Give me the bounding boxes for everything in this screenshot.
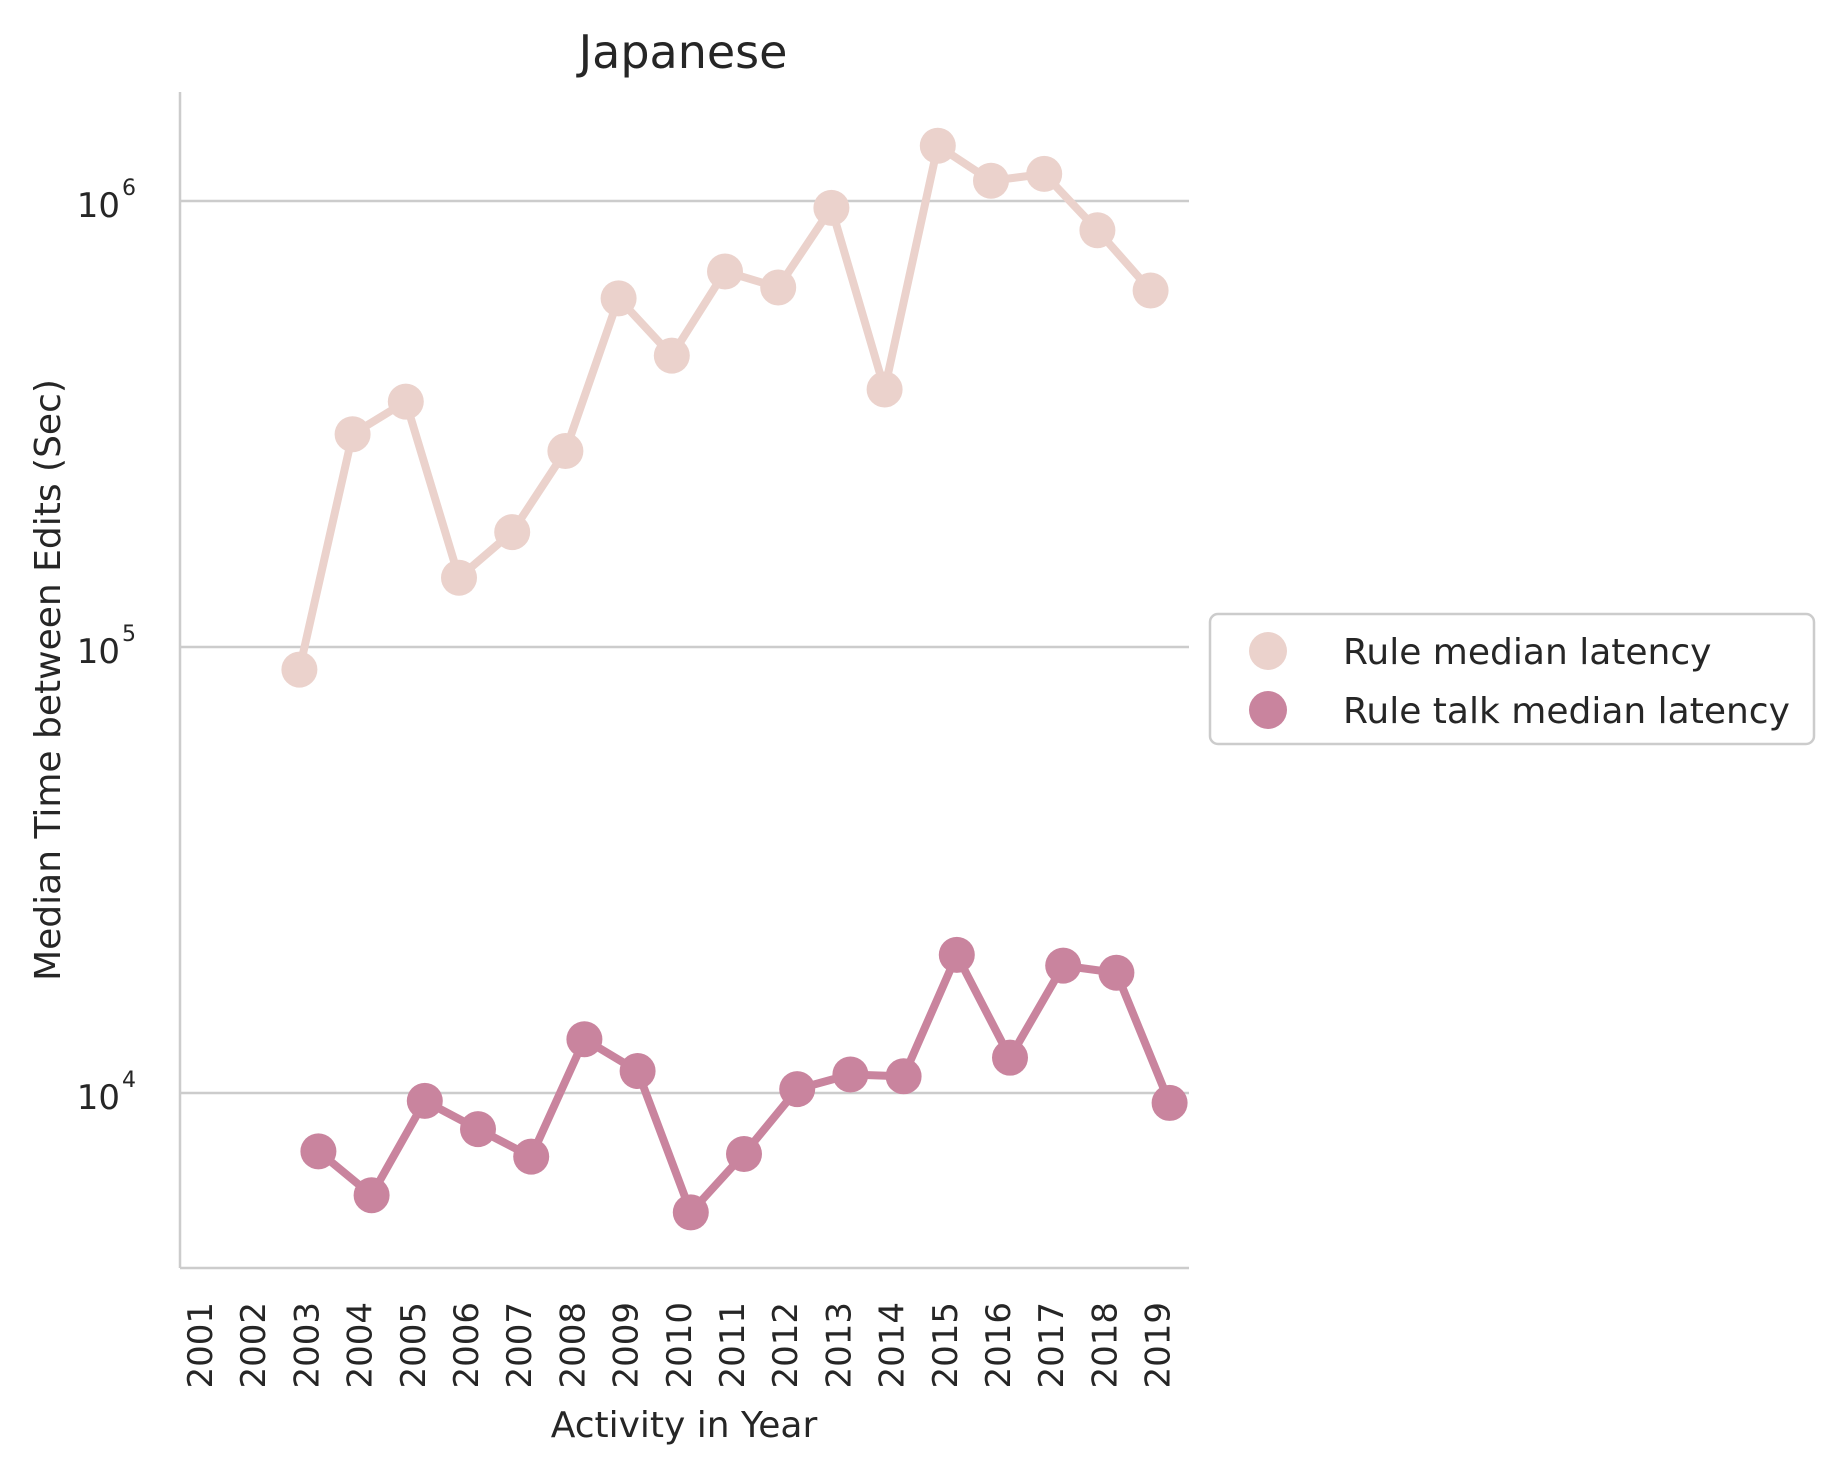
x-tick-label: 2017 <box>1032 1302 1072 1389</box>
y-tick-exponent: 5 <box>122 622 136 647</box>
data-point <box>973 162 1009 199</box>
data-point <box>1151 1084 1188 1121</box>
y-tick-label: 10 <box>77 632 120 672</box>
legend-marker <box>1249 632 1287 670</box>
series-line <box>314 950 1174 1217</box>
series-1 <box>281 127 1169 688</box>
grid-lines <box>180 199 1189 1095</box>
x-tick-label: 2009 <box>607 1302 647 1389</box>
x-tick-label: 2004 <box>341 1302 381 1389</box>
chart-title: Japanese <box>576 25 788 79</box>
data-point <box>672 1194 709 1231</box>
x-tick-label: 2010 <box>660 1302 700 1389</box>
data-point <box>406 1082 443 1119</box>
series-line <box>295 141 1155 674</box>
y-tick-exponent: 6 <box>122 176 136 201</box>
y-tick-label: 10 <box>77 1078 120 1118</box>
data-point <box>566 1021 603 1058</box>
legend-label: Rule median latency <box>1343 632 1711 673</box>
data-point <box>1098 954 1135 991</box>
x-tick-label: 2018 <box>1085 1302 1125 1389</box>
x-tick-label: 2011 <box>713 1302 753 1389</box>
y-tick-exponent: 4 <box>122 1068 136 1093</box>
x-tick-label: 2015 <box>926 1302 966 1389</box>
data-point <box>866 371 903 408</box>
data-point <box>1132 272 1169 309</box>
data-point <box>387 383 424 420</box>
x-tick-labels: 2001 2002 2003 2004 2005 2006 2007 2008 2009 2010… <box>181 1302 1179 1389</box>
data-point <box>547 433 584 470</box>
data-point <box>1045 947 1082 984</box>
data-point <box>760 269 797 306</box>
data-point <box>494 514 531 551</box>
data-point <box>726 1135 762 1172</box>
data-point <box>992 1039 1028 1076</box>
data-point <box>919 127 956 164</box>
x-tick-label: 2001 <box>181 1302 221 1389</box>
x-tick-label: 2008 <box>553 1302 593 1389</box>
data-point <box>1026 155 1063 192</box>
legend-box <box>1208 612 1816 746</box>
x-tick-label: 2014 <box>873 1302 913 1389</box>
x-tick-label: 2012 <box>766 1302 806 1389</box>
series-layer <box>281 127 1188 1231</box>
data-point <box>460 1111 496 1148</box>
legend: Rule median latency Rule talk median late… <box>1208 612 1816 746</box>
data-point <box>281 651 318 688</box>
x-tick-label: 2013 <box>819 1302 859 1389</box>
x-tick-label: 2019 <box>1139 1302 1179 1389</box>
x-tick-label: 2002 <box>234 1302 274 1389</box>
y-tick-label: 10 <box>77 186 120 226</box>
data-point <box>600 280 637 317</box>
y-tick-base: 10 <box>77 186 120 226</box>
y-tick-base: 10 <box>77 1078 120 1118</box>
data-point <box>707 253 743 290</box>
y-axis-label: Median Time between Edits (Sec) <box>28 379 69 981</box>
data-point <box>1079 212 1116 249</box>
x-tick-label: 2016 <box>979 1302 1019 1389</box>
data-point <box>300 1133 337 1170</box>
data-point <box>813 189 850 226</box>
data-point <box>885 1058 922 1095</box>
x-tick-label: 2007 <box>500 1302 540 1389</box>
data-point <box>353 1177 390 1214</box>
series-2 <box>300 936 1188 1231</box>
legend-label: Rule talk median latency <box>1343 691 1790 732</box>
data-point <box>513 1138 550 1175</box>
data-point <box>334 416 371 453</box>
data-point <box>619 1053 656 1090</box>
data-point <box>938 936 975 973</box>
x-tick-label: 2005 <box>394 1302 434 1389</box>
y-tick-base: 10 <box>77 632 120 672</box>
data-point <box>779 1071 816 1108</box>
legend-marker <box>1249 691 1287 729</box>
x-tick-label: 2003 <box>287 1302 327 1389</box>
x-axis-label: Activity in Year <box>551 1405 818 1446</box>
data-point <box>441 559 477 596</box>
data-point <box>653 337 690 374</box>
x-tick-label: 2006 <box>447 1302 487 1389</box>
data-point <box>832 1056 869 1093</box>
